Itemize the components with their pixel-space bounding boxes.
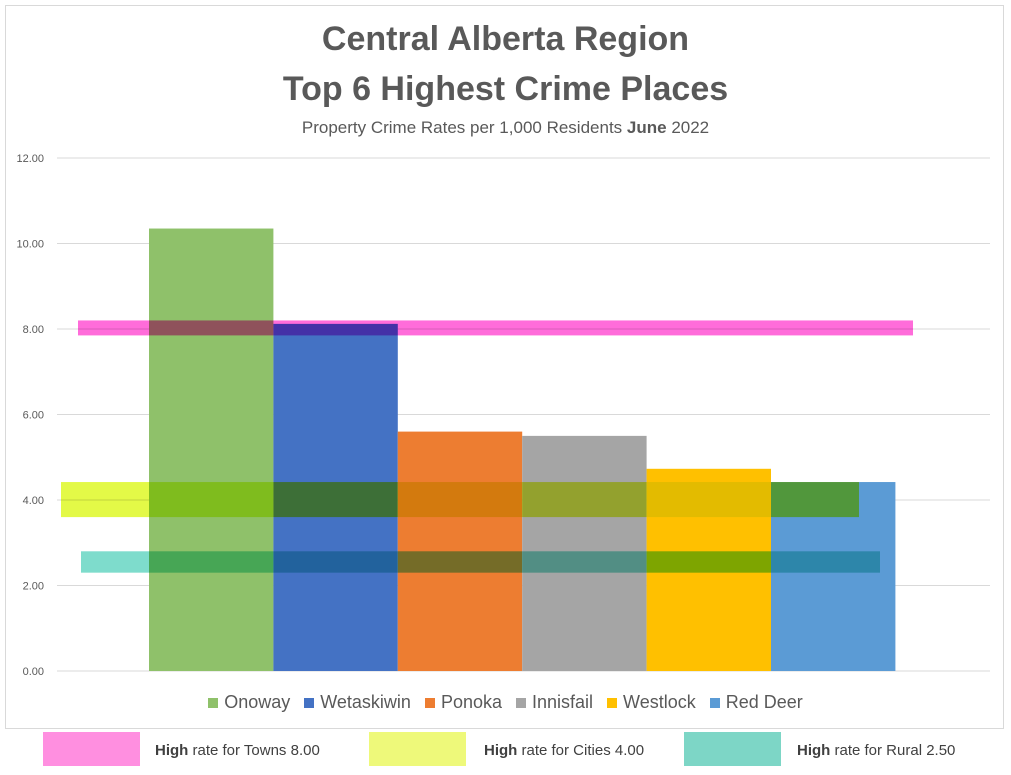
band-legend-label: High rate for Cities 4.00 bbox=[484, 742, 644, 759]
band-label-text: rate for Towns 8.00 bbox=[188, 742, 320, 759]
legend-label: Onoway bbox=[224, 692, 291, 712]
legend-label: Ponoka bbox=[440, 692, 503, 712]
legend-item: Westlock bbox=[607, 692, 696, 713]
legend-swatch bbox=[424, 697, 435, 708]
series-legend: Onoway Wetaskiwin Ponoka Innisfail Westlock R… bbox=[0, 692, 1011, 713]
legend-swatch bbox=[607, 697, 618, 708]
band-label-text: rate for Rural 2.50 bbox=[830, 742, 956, 759]
legend-label: Wetaskiwin bbox=[320, 692, 411, 712]
legend-label: Westlock bbox=[623, 692, 696, 712]
legend-swatch bbox=[516, 697, 527, 708]
y-tick-label: 4.00 bbox=[23, 495, 44, 507]
y-tick-label: 6.00 bbox=[23, 410, 44, 422]
legend-swatch bbox=[208, 697, 219, 708]
reference-band-0 bbox=[78, 320, 913, 336]
legend-swatch bbox=[709, 697, 720, 708]
subtitle-year: 2022 bbox=[666, 118, 710, 137]
band-legend-swatch bbox=[369, 732, 466, 766]
band-legend-label: High rate for Towns 8.00 bbox=[155, 742, 320, 759]
reference-band-2 bbox=[81, 551, 880, 573]
y-tick-label: 12.00 bbox=[16, 153, 44, 165]
chart-title-line1: Central Alberta Region bbox=[321, 20, 690, 58]
reference-band-1 bbox=[61, 482, 859, 518]
subtitle-text: Property Crime Rates per 1,000 Residents bbox=[301, 118, 627, 137]
legend-item: Onoway bbox=[208, 692, 290, 713]
chart-frame bbox=[5, 5, 1004, 729]
band-legend-swatch bbox=[684, 732, 781, 766]
y-tick-label: 10.00 bbox=[16, 239, 44, 251]
legend-item: Ponoka bbox=[424, 692, 503, 713]
band-label-bold: High bbox=[797, 742, 831, 759]
legend-label: Red Deer bbox=[725, 692, 803, 712]
band-legend-label: High rate for Rural 2.50 bbox=[797, 742, 955, 759]
band-label-bold: High bbox=[155, 742, 189, 759]
y-tick-label: 0.00 bbox=[23, 666, 44, 678]
y-tick-label: 2.00 bbox=[23, 581, 44, 593]
legend-item: Red Deer bbox=[709, 692, 803, 713]
legend-item: Innisfail bbox=[516, 692, 593, 713]
band-label-bold: High bbox=[484, 742, 518, 759]
chart-title-line2: Top 6 Highest Crime Places bbox=[282, 70, 729, 108]
subtitle-month: June bbox=[626, 118, 667, 137]
legend-swatch bbox=[304, 697, 315, 708]
y-tick-label: 8.00 bbox=[23, 324, 44, 336]
chart-subtitle: Property Crime Rates per 1,000 Residents… bbox=[0, 118, 1011, 138]
legend-item: Wetaskiwin bbox=[304, 692, 411, 713]
band-legend-swatch bbox=[43, 732, 140, 766]
legend-label: Innisfail bbox=[532, 692, 594, 712]
bar-onoway bbox=[149, 228, 274, 671]
band-label-text: rate for Cities 4.00 bbox=[517, 742, 645, 759]
